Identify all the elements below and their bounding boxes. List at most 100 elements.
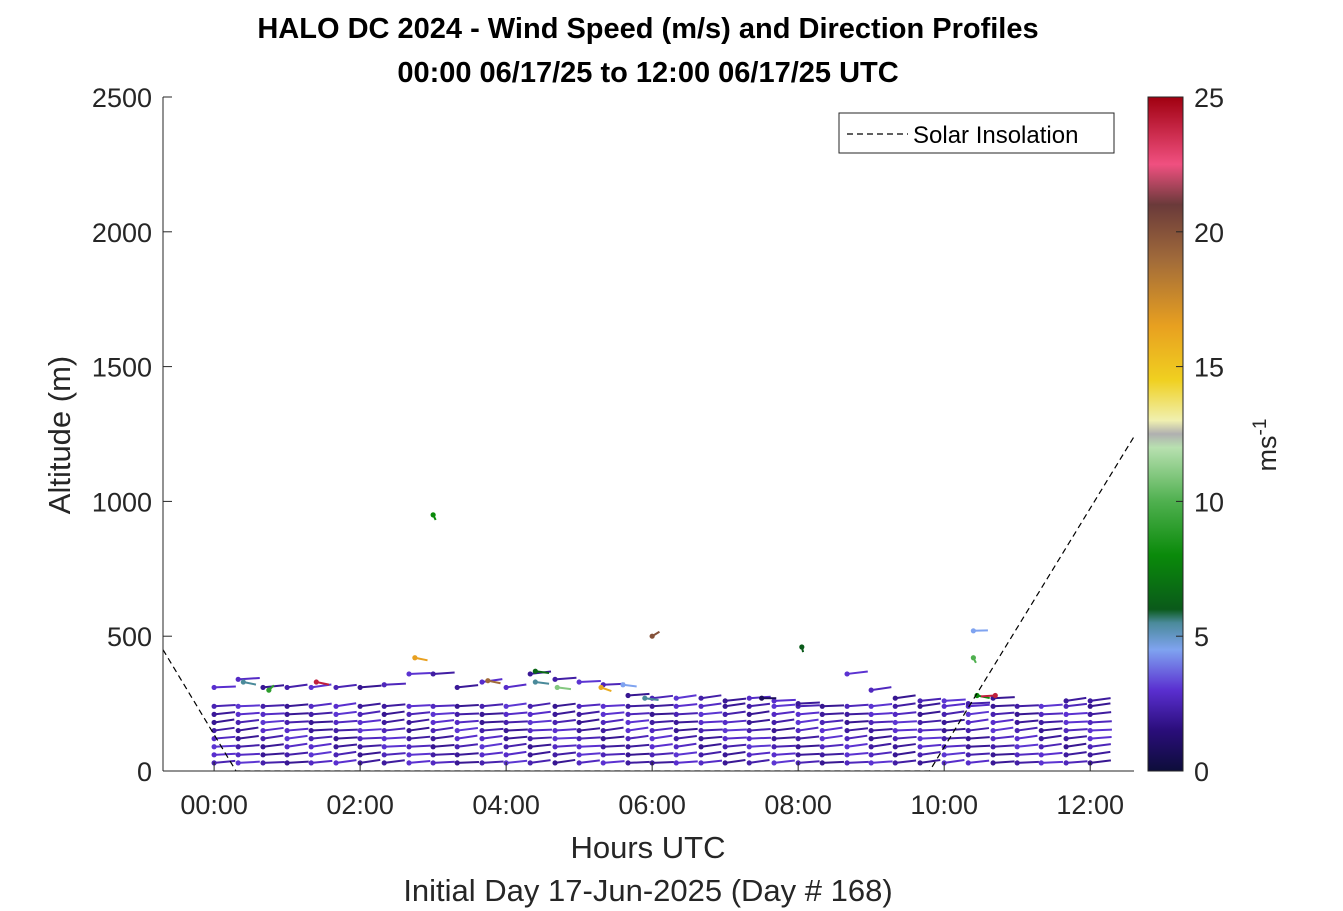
barb-outlier-15-dot [598,684,604,691]
barb-profile-6-2-shaft [360,744,382,748]
barb-profile-6-8-dot [357,684,363,691]
barb-profile-12-5 [503,719,528,726]
barb-profile-4-2-shaft [311,742,332,748]
axes: 00:00 02:00 04:00 06:00 08:00 10:00 12:00 0 500 1… [92,83,1134,820]
barb-profile-21-8 [722,697,747,704]
barb-profile-5-0 [333,759,357,766]
barb-profile-11-5 [479,719,504,726]
barb-profile-7-5 [381,718,405,726]
barb-profile-14-1-dot [552,752,558,758]
barb-profile-19-8 [673,694,697,701]
barb-profile-4-3 [308,735,333,742]
barb-profile-24-3 [795,735,820,742]
barb-profile-35-3-dot [1063,736,1069,742]
barb-profile-35-0-shaft [1066,760,1088,764]
chart-title: HALO DC 2024 - Wind Speed (m/s) and Dire… [257,13,1038,45]
barb-profile-19-6-dot [673,711,679,717]
barb-profile-26-5-dot [844,719,850,726]
barb-profile-8-4-dot [406,727,412,734]
barb-profile-19-0-shaft [676,760,698,764]
barb-profile-15-7-shaft [579,703,601,708]
barb-profile-34-6-dot [1038,711,1044,717]
barb-profile-27-5 [868,719,893,726]
barb-profile-1-8-dot [235,676,241,682]
barb-profile-29-1-dot [917,752,923,758]
barb-profile-2-5-shaft [262,719,285,724]
barb-profile-5-6 [333,710,357,717]
barb-profile-23-2-shaft [774,744,796,748]
barb-profile-33-2-dot [1014,744,1020,750]
barb-profile-26-8-dot [844,671,850,677]
barb-profile-17-4-shaft [627,726,649,732]
barb-profile-1-0 [235,760,260,766]
barb-profile-35-2-shaft [1065,742,1087,748]
barb-profile-8-3-dot [406,736,412,742]
barb-profile-36-2 [1087,743,1111,750]
barb-profile-13-3-dot [527,736,533,742]
barb-profile-22-4-dot [746,727,752,734]
barb-profile-20-4-dot [698,727,704,734]
barb-profile-24-4-shaft [798,726,819,732]
barb-profile-36-6 [1087,711,1112,717]
barb-profile-32-7-dot [990,703,996,709]
barb-profile-13-3 [527,736,552,742]
barb-profile-26-4-dot [844,727,850,734]
barb-profile-14-7-dot [552,703,558,709]
barb-profile-15-8-shaft [579,680,601,684]
barb-profile-26-8-shaft [846,670,868,675]
barb-profile-5-5-shaft [335,719,358,724]
barb-profile-34-2 [1038,742,1062,750]
barb-profile-15-3 [576,736,601,742]
barb-outlier-2 [649,630,660,639]
barb-profile-5-6-dot [333,711,339,717]
barb-profile-20-6-dot [698,711,704,717]
barb-profile-16-7-shaft [603,704,625,708]
barb-profile-2-7 [260,703,285,709]
barb-profile-30-1-dot [941,752,947,758]
barb-profile-17-8-shaft [627,692,650,697]
barb-profile-16-0-dot [600,760,606,766]
barb-profile-4-6-dot [308,711,314,717]
barb-profile-33-2 [1014,743,1039,750]
barb-profile-6-7-shaft [359,702,381,708]
barb-profile-5-8-shaft [335,683,357,689]
barb-profile-21-3-shaft [725,736,747,740]
barb-profile-20-6 [698,711,723,717]
barb-profile-36-5-shaft [1090,720,1112,724]
barb-profile-11-1-shaft [481,751,503,756]
colorbar-tick-label-5: 25 [1194,83,1224,113]
barb-profile-0-1 [211,752,236,758]
barb-profile-28-3 [892,735,917,742]
barb-profile-36-1-shaft [1090,750,1111,756]
y-tick-label-0: 0 [137,757,152,787]
y-axis-label: Altitude (m) [42,356,77,514]
barb-profile-8-7-dot [406,703,412,709]
barb-outlier-10 [240,679,257,686]
barb-outlier-4-dot [970,628,976,634]
barb-profile-24-4-dot [795,727,801,734]
barb-profile-29-2 [917,743,942,750]
barb-profile-21-0 [722,759,746,766]
barb-profile-36-5 [1087,719,1112,726]
barb-profile-23-6-dot [771,711,777,717]
barb-profile-9-5-shaft [433,719,455,724]
barb-profile-4-6-shaft [311,711,333,716]
barb-profile-26-6 [844,711,869,717]
barb-profile-9-0 [430,760,455,766]
barb-profile-23-5 [771,718,795,726]
barb-profile-22-1 [746,751,771,758]
barb-profile-27-2-shaft [871,742,892,748]
barb-profile-29-0-dot [917,760,923,766]
barb-profile-23-4 [771,727,795,734]
barb-profile-0-6 [211,711,236,717]
barb-profile-20-7 [698,702,722,709]
barb-profile-31-5-shaft [968,718,989,724]
barb-profile-9-8-shaft [433,671,455,675]
barb-profile-35-8 [1063,696,1087,704]
barb-profile-2-2-dot [260,744,266,750]
barb-profile-25-1-dot [819,752,825,758]
barb-profile-31-4-dot [965,727,971,734]
barb-profile-23-8-dot [771,698,777,704]
barb-profile-25-6-shaft [822,712,844,716]
barb-profile-25-6 [819,711,844,717]
